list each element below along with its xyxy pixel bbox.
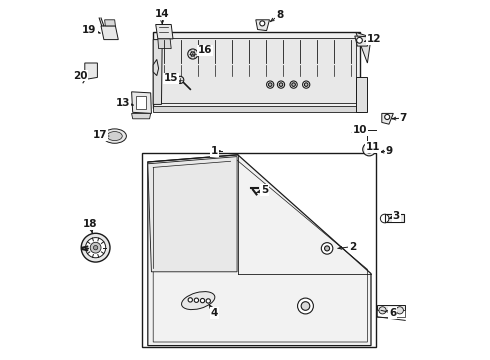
Polygon shape — [382, 113, 393, 124]
Text: 1: 1 — [211, 146, 218, 156]
Text: 15: 15 — [164, 73, 178, 84]
Bar — [143, 153, 376, 347]
Polygon shape — [153, 32, 360, 108]
Circle shape — [303, 81, 310, 88]
Ellipse shape — [103, 129, 126, 143]
Text: 10: 10 — [353, 125, 368, 135]
Text: 5: 5 — [261, 185, 269, 195]
Circle shape — [385, 114, 390, 120]
Polygon shape — [153, 40, 162, 104]
Circle shape — [304, 83, 308, 86]
Circle shape — [380, 214, 389, 223]
Circle shape — [277, 81, 285, 88]
Text: 7: 7 — [400, 113, 407, 123]
Polygon shape — [159, 38, 356, 103]
Text: 20: 20 — [73, 71, 87, 81]
Circle shape — [260, 21, 265, 26]
Circle shape — [206, 299, 210, 303]
Circle shape — [321, 243, 333, 254]
Circle shape — [297, 298, 314, 314]
Text: 9: 9 — [386, 146, 392, 156]
Circle shape — [292, 83, 295, 86]
Polygon shape — [385, 214, 404, 222]
Circle shape — [363, 143, 376, 156]
Circle shape — [357, 37, 363, 43]
Circle shape — [191, 52, 195, 56]
Circle shape — [81, 233, 110, 262]
Text: 18: 18 — [83, 219, 98, 229]
Circle shape — [324, 246, 330, 251]
Text: 19: 19 — [82, 24, 97, 35]
Text: 12: 12 — [367, 34, 381, 44]
Text: 3: 3 — [392, 211, 400, 221]
Circle shape — [188, 49, 198, 59]
Circle shape — [279, 83, 283, 86]
Circle shape — [301, 302, 310, 310]
Text: 6: 6 — [389, 308, 396, 318]
Polygon shape — [377, 305, 405, 310]
Polygon shape — [355, 36, 368, 46]
Circle shape — [94, 246, 98, 250]
Polygon shape — [132, 113, 151, 119]
Circle shape — [194, 298, 198, 302]
Circle shape — [90, 242, 101, 253]
Text: 14: 14 — [155, 9, 170, 19]
Polygon shape — [136, 96, 146, 109]
Polygon shape — [158, 39, 171, 49]
Circle shape — [379, 307, 386, 314]
Polygon shape — [153, 59, 159, 76]
Polygon shape — [148, 155, 371, 346]
Polygon shape — [104, 20, 116, 26]
Polygon shape — [356, 32, 370, 63]
Polygon shape — [132, 92, 151, 113]
Text: 2: 2 — [349, 242, 356, 252]
Circle shape — [366, 146, 373, 153]
Circle shape — [396, 307, 403, 314]
Ellipse shape — [107, 132, 122, 140]
Circle shape — [200, 298, 205, 303]
Circle shape — [86, 238, 106, 258]
Circle shape — [269, 83, 272, 86]
Text: 4: 4 — [211, 308, 218, 318]
Polygon shape — [148, 157, 237, 272]
Polygon shape — [377, 310, 405, 317]
Polygon shape — [85, 63, 98, 79]
Polygon shape — [101, 26, 118, 40]
Text: 8: 8 — [276, 10, 283, 20]
Text: 13: 13 — [115, 98, 130, 108]
Circle shape — [290, 81, 297, 88]
Circle shape — [267, 81, 274, 88]
Circle shape — [176, 76, 184, 84]
Polygon shape — [256, 20, 270, 31]
Text: 11: 11 — [366, 142, 380, 152]
Polygon shape — [356, 77, 368, 112]
Text: 17: 17 — [93, 130, 108, 140]
Circle shape — [188, 298, 193, 302]
Polygon shape — [153, 106, 360, 112]
Circle shape — [368, 148, 370, 151]
Ellipse shape — [182, 292, 215, 310]
Polygon shape — [156, 24, 173, 39]
Text: 16: 16 — [197, 45, 212, 55]
